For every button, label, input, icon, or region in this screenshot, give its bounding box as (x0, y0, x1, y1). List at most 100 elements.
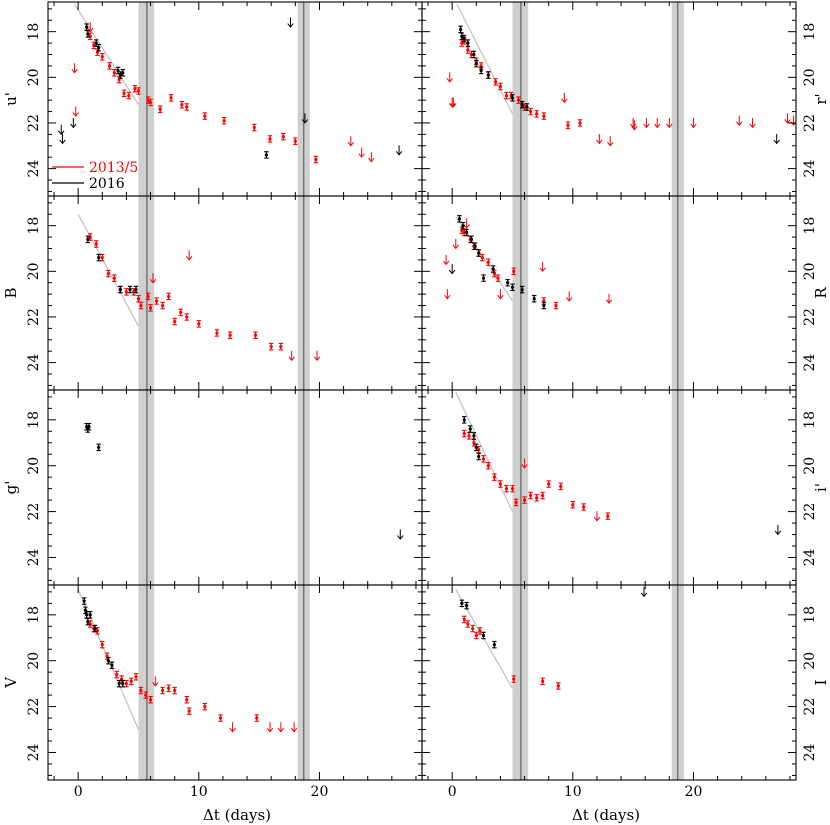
data-point (115, 672, 119, 677)
upper-limit-arrow-head (631, 125, 638, 131)
data-point (474, 445, 478, 449)
series-2016 (458, 25, 780, 145)
y-tick-label: 24 (802, 548, 818, 566)
upper-limit-arrow-head (605, 299, 613, 305)
panel-frame (421, 389, 797, 586)
y-tick-label: 22 (26, 308, 42, 326)
panel-7: 18 20 22 24 V 0 10 20 (2, 584, 423, 800)
panel-frame (47, 389, 423, 586)
data-point (87, 425, 91, 429)
upper-limit-arrow-head (358, 153, 365, 158)
data-point (492, 475, 496, 479)
upper-limit-arrow-head (266, 727, 274, 733)
data-point (86, 620, 90, 624)
data-point (474, 62, 478, 66)
y-tick-label: 18 (802, 23, 818, 41)
data-point (535, 112, 539, 116)
data-point (185, 315, 189, 319)
y-tick-label: 18 (802, 606, 818, 624)
data-point (578, 121, 582, 125)
series-2013-5 (88, 620, 298, 733)
data-point (146, 294, 150, 299)
panel-frame (47, 584, 423, 781)
data-point (466, 41, 470, 45)
upper-limit-arrow-head (395, 151, 403, 156)
data-point (566, 123, 570, 127)
y-tick-label: 24 (802, 743, 818, 761)
data-point (481, 633, 486, 638)
y-tick-label: 22 (802, 308, 818, 326)
upper-limit-arrow-head (565, 297, 573, 302)
x-axis-title-left: Δt (days) (203, 806, 271, 824)
y-tick-label: 22 (26, 114, 42, 132)
y-tick-label: 20 (26, 262, 42, 280)
data-point (498, 482, 503, 486)
data-point (94, 41, 98, 45)
upper-limit-arrow-head (368, 157, 375, 163)
data-point (542, 299, 546, 303)
y-tick-label: 24 (26, 743, 42, 761)
data-point (117, 682, 121, 686)
data-point (486, 73, 490, 77)
data-point (167, 294, 171, 299)
data-point (532, 297, 536, 301)
y-tick-label: 20 (26, 457, 42, 475)
y-tick-label: 22 (802, 698, 818, 716)
panel-plot-area (446, 2, 796, 196)
data-point (136, 297, 141, 301)
y-tick-label: 24 (26, 548, 42, 566)
data-point (139, 688, 143, 693)
upper-limit-arrow-head (152, 682, 159, 687)
data-point (281, 135, 285, 139)
data-point (86, 32, 90, 36)
data-point (253, 333, 258, 337)
data-point (97, 445, 101, 449)
data-point (469, 52, 474, 57)
data-point (112, 276, 116, 280)
data-point (158, 107, 162, 111)
data-point (479, 64, 483, 68)
data-point (522, 498, 527, 502)
upper-limit-arrow-head (287, 23, 294, 28)
data-point (173, 688, 177, 693)
data-point (459, 27, 463, 31)
data-point (121, 682, 125, 686)
upper-limit-arrow-head (452, 244, 459, 250)
series-2013-5 (462, 429, 610, 522)
panel-plot-area (455, 390, 782, 585)
data-point (173, 319, 177, 324)
upper-limit-arrow-head (277, 727, 285, 733)
panel-frame (421, 1, 797, 197)
data-point (474, 633, 478, 638)
data-point (97, 256, 101, 260)
data-point (479, 68, 483, 73)
upper-limit-arrow-head (72, 112, 79, 117)
panel-frame (421, 195, 797, 391)
data-point (493, 80, 498, 84)
data-point (215, 331, 219, 335)
data-point (100, 55, 104, 59)
data-point (542, 114, 546, 118)
data-point (473, 244, 477, 248)
panel-plot-area (442, 196, 684, 390)
upper-limit-arrow-head (448, 269, 456, 275)
data-point (466, 48, 470, 52)
upper-limit-arrow-head (463, 224, 470, 229)
x-axis-label: Δt (days) (203, 806, 271, 824)
upper-limit-arrow-head (749, 123, 756, 129)
data-point (222, 119, 226, 123)
data-point (124, 290, 129, 294)
series-2013-5 (446, 37, 796, 147)
data-point (118, 287, 122, 292)
data-point (133, 87, 137, 91)
data-point (467, 434, 471, 438)
data-point (85, 25, 89, 29)
data-point (161, 688, 165, 693)
y-tick-label: 22 (26, 698, 42, 716)
panel-4: 18 20 22 24 R (421, 195, 830, 391)
y-tick-label: 22 (26, 503, 42, 521)
data-point (457, 217, 461, 221)
data-point (121, 71, 125, 75)
data-point (185, 698, 189, 702)
